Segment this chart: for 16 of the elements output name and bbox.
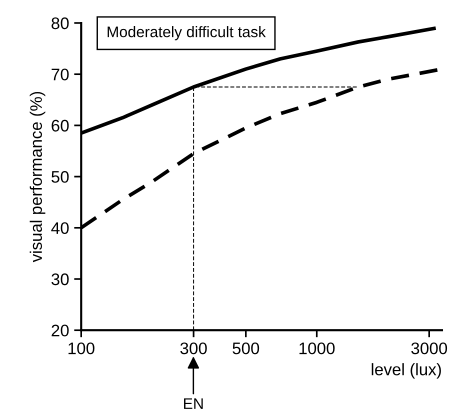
x-tick-label: 1000	[300, 342, 335, 354]
x-axis-title: level (lux)	[372, 363, 441, 379]
text: EN	[184, 398, 203, 409]
y-tick-label: 30	[51, 273, 69, 286]
x-tick-label: 100	[68, 342, 94, 354]
y-tick-label: 50	[52, 171, 69, 183]
y-tick-label: 80	[52, 17, 69, 30]
x-tick-label: 500	[232, 342, 260, 354]
y-tick-label: 60	[52, 120, 69, 132]
x-tick-label: 3000	[411, 342, 448, 354]
y-tick-label: 70	[52, 68, 69, 80]
y-axis-title: visual performance (%)	[30, 92, 46, 262]
y-tick-label: 40	[51, 222, 69, 234]
annotation: Moderately difficult task	[108, 26, 266, 40]
x-tick-label: 300	[180, 342, 207, 354]
y-tick-label: 20	[52, 324, 69, 336]
